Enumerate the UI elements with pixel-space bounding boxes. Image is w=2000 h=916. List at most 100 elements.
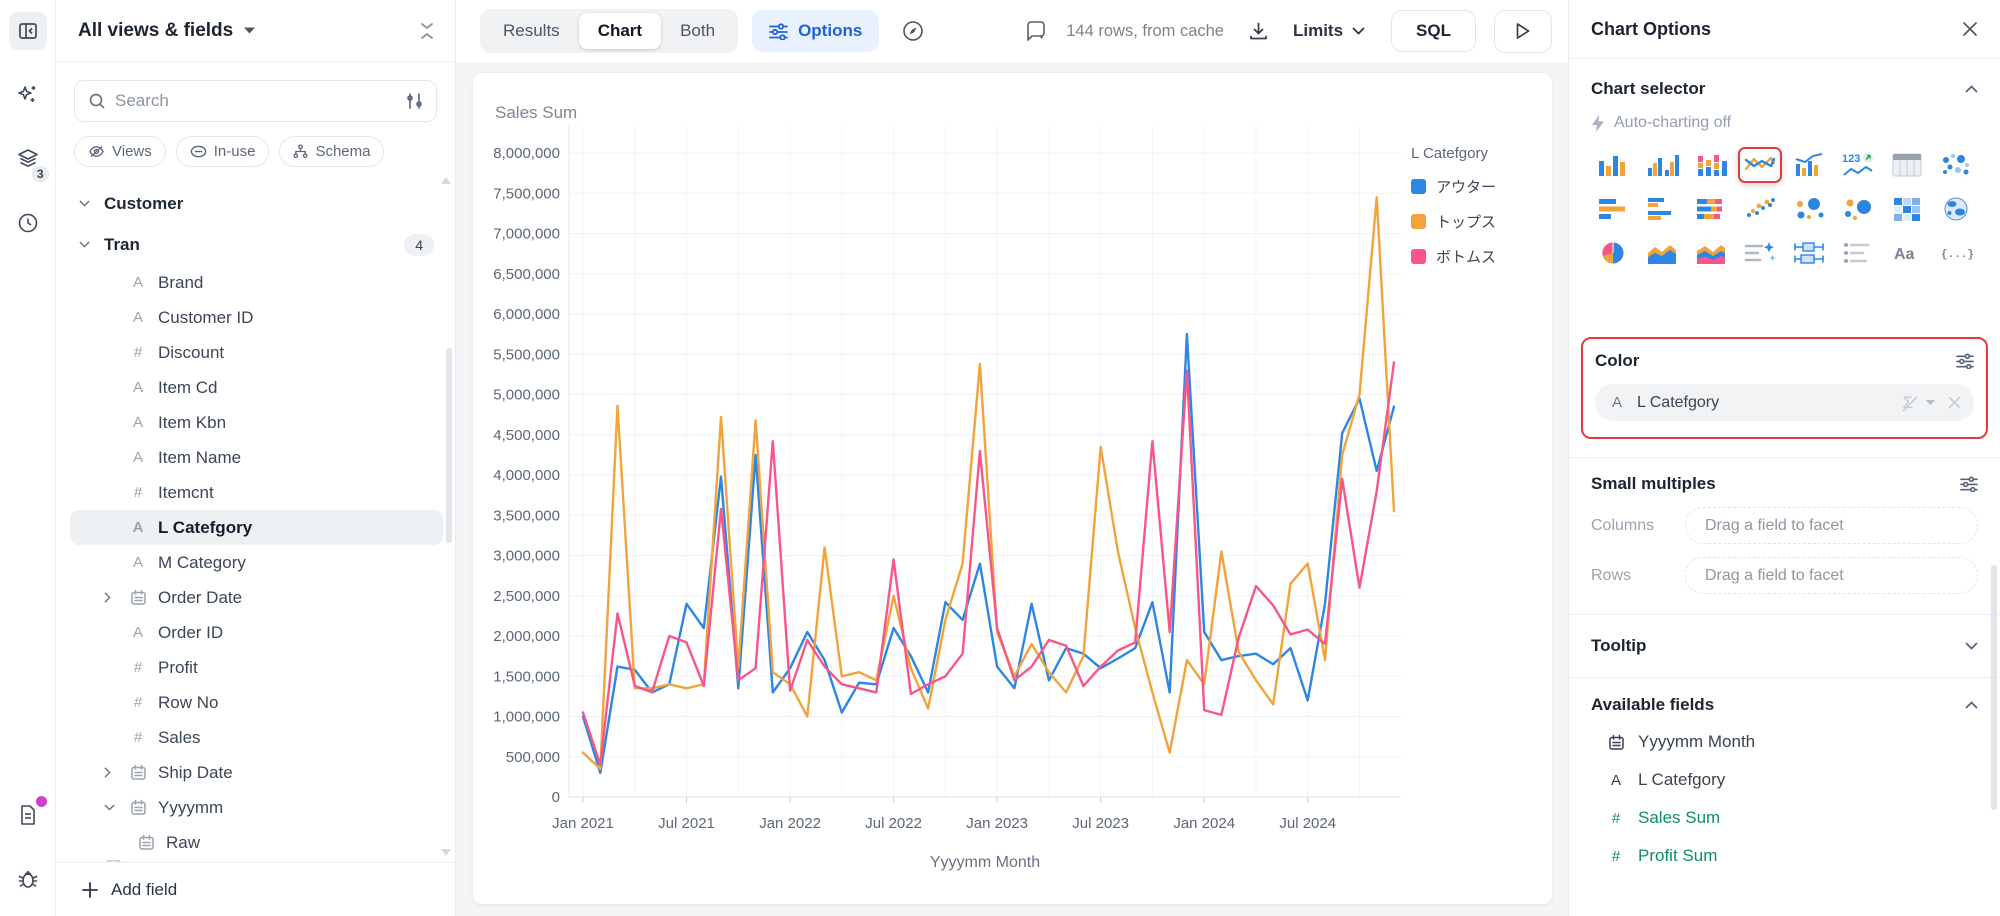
filter-chip-schema[interactable]: Schema	[279, 136, 385, 167]
tab-both[interactable]: Both	[680, 21, 716, 40]
layers-button[interactable]: 3	[9, 140, 49, 182]
available-field-yyyymm-month[interactable]: Yyyymm Month	[1591, 723, 1978, 761]
options-button[interactable]: Options	[752, 10, 880, 52]
debug-button[interactable]	[9, 860, 47, 898]
line-chart-plot[interactable]: 0 500,000 1,000,000 1,500,000 2,000,000 2,500…	[473, 73, 1554, 906]
chart-type-scatter-plot-icon[interactable]	[1738, 191, 1782, 227]
chart-type-area-chart-icon[interactable]	[1640, 235, 1684, 271]
chart-type-line-chart-icon[interactable]	[1738, 147, 1782, 183]
chevron-down-icon[interactable]	[79, 200, 93, 207]
sql-button[interactable]: SQL	[1391, 10, 1476, 52]
field-item-discount[interactable]: # Discount	[70, 335, 443, 370]
no-aggregation-icon[interactable]: Σ	[1902, 393, 1918, 413]
chart-type-grouped-column-chart-icon[interactable]	[1640, 147, 1684, 183]
ai-assistant-button[interactable]	[9, 76, 47, 114]
chart-type-bubble-chart-icon[interactable]	[1787, 191, 1831, 227]
chart-type-stacked-column-chart-icon[interactable]	[1689, 147, 1733, 183]
chevron-up-icon[interactable]	[1965, 85, 1978, 93]
history-button[interactable]	[9, 204, 47, 242]
chart-type-table-icon[interactable]	[1885, 147, 1929, 183]
chevron-up-icon[interactable]	[1965, 701, 1978, 709]
chart-type-combo-chart-icon[interactable]	[1787, 147, 1831, 183]
field-item-item-cd[interactable]: A Item Cd	[70, 370, 443, 405]
scroll-up-arrow[interactable]	[441, 177, 451, 184]
field-item-item-name[interactable]: A Item Name	[70, 440, 443, 475]
search-input[interactable]	[115, 91, 397, 111]
color-field-pill[interactable]: A L Catefgory Σ	[1595, 384, 1974, 421]
collapse-sidebar-button[interactable]	[8, 12, 47, 50]
chart-type-grouped-bar-chart-icon[interactable]	[1640, 191, 1684, 227]
chart-type-ai-summary-icon[interactable]	[1738, 235, 1782, 271]
available-field-sales-sum[interactable]: # Sales Sum	[1591, 799, 1978, 837]
field-item-itemcnt[interactable]: # Itemcnt	[70, 475, 443, 510]
legend-item[interactable]: アウター	[1411, 176, 1553, 197]
chart-type-stacked-bar-chart-icon[interactable]	[1689, 191, 1733, 227]
explore-compass-icon[interactable]	[901, 19, 925, 43]
chevron-down-icon[interactable]	[104, 804, 118, 811]
field-item-customer-id[interactable]: A Customer ID	[70, 300, 443, 335]
small-multiples-sliders-icon[interactable]	[1960, 476, 1978, 492]
field-item-raw[interactable]: Raw	[70, 825, 443, 860]
chevron-down-icon[interactable]	[1925, 399, 1936, 406]
legend-item[interactable]: ボトムス	[1411, 246, 1553, 267]
field-item-profit[interactable]: # Profit	[70, 650, 443, 685]
download-icon[interactable]	[1248, 21, 1269, 42]
color-settings-sliders-icon[interactable]	[1956, 353, 1974, 369]
field-group-customer[interactable]: Customer	[70, 183, 443, 224]
collapse-panel-icon[interactable]	[419, 22, 435, 40]
field-item-ship-date[interactable]: Ship Date	[70, 755, 443, 790]
chart-type-packed-bubble-icon[interactable]	[1836, 191, 1880, 227]
field-item-brand[interactable]: A Brand	[70, 265, 443, 300]
field-group-tran[interactable]: Tran 4	[70, 224, 443, 265]
search-filter-icon[interactable]	[406, 92, 423, 110]
auto-charting-toggle[interactable]: Auto-charting off	[1591, 114, 1978, 132]
panel-scrollbar[interactable]	[1991, 565, 1997, 810]
sidebar-scrollbar[interactable]	[446, 348, 452, 543]
filter-chip-inuse[interactable]: In-use	[175, 136, 270, 167]
close-icon[interactable]	[1962, 21, 1978, 37]
chart-type-kpi-number-icon[interactable]: 123	[1836, 147, 1880, 183]
chart-type-map-globe-icon[interactable]	[1934, 191, 1978, 227]
columns-facet-dropzone[interactable]: Drag a field to facet	[1685, 507, 1978, 544]
rows-facet-dropzone[interactable]: Drag a field to facet	[1685, 557, 1978, 594]
search-box[interactable]	[74, 80, 437, 122]
scroll-down-arrow[interactable]	[441, 849, 451, 856]
chart-type-bar-chart-icon[interactable]	[1591, 191, 1635, 227]
chart-type-heatmap-icon[interactable]	[1885, 191, 1929, 227]
field-item-order-date[interactable]: Order Date	[70, 580, 443, 615]
run-query-button[interactable]	[1494, 9, 1552, 53]
field-item-sales[interactable]: # Sales	[70, 720, 443, 755]
remove-field-icon[interactable]	[1948, 396, 1961, 409]
chart-type-column-chart-icon[interactable]	[1591, 147, 1635, 183]
tooltip-section-toggle[interactable]: Tooltip	[1591, 615, 1978, 677]
chart-type-boxplot-icon[interactable]	[1787, 235, 1831, 271]
chart-type-pie-chart-icon[interactable]	[1591, 235, 1635, 271]
add-field-button[interactable]: Add field	[56, 862, 455, 916]
field-item-order-id[interactable]: A Order ID	[70, 615, 443, 650]
available-field-profit-sum[interactable]: # Profit Sum	[1591, 837, 1978, 875]
changelog-button[interactable]	[9, 796, 47, 834]
field-item-yyyymm[interactable]: Yyyymm	[70, 790, 443, 825]
chevron-down-icon[interactable]	[79, 241, 93, 248]
chart-type-stacked-area-chart-icon[interactable]	[1689, 235, 1733, 271]
field-item-row-no[interactable]: # Row No	[70, 685, 443, 720]
chevron-down-icon[interactable]	[243, 26, 256, 35]
legend-item[interactable]: トップス	[1411, 211, 1553, 232]
chart-type-list-view-icon[interactable]	[1836, 235, 1880, 271]
field-item-clipped[interactable]	[70, 860, 443, 862]
ai-chat-icon[interactable]	[1024, 19, 1048, 43]
chart-type-json-view-icon[interactable]: {...}	[1934, 235, 1978, 271]
filter-chip-views[interactable]: Views	[74, 136, 166, 167]
chevron-right-icon[interactable]	[104, 592, 118, 603]
field-item-item-kbn[interactable]: A Item Kbn	[70, 405, 443, 440]
tab-chart[interactable]: Chart	[578, 13, 662, 49]
limits-dropdown[interactable]: Limits	[1293, 21, 1365, 41]
sidebar-title[interactable]: All views & fields	[78, 19, 234, 41]
chevron-right-icon[interactable]	[104, 767, 118, 778]
chart-type-point-map-icon[interactable]	[1934, 147, 1978, 183]
tab-results[interactable]: Results	[503, 21, 560, 40]
chart-type-text-view-icon[interactable]: Aa	[1885, 235, 1929, 271]
